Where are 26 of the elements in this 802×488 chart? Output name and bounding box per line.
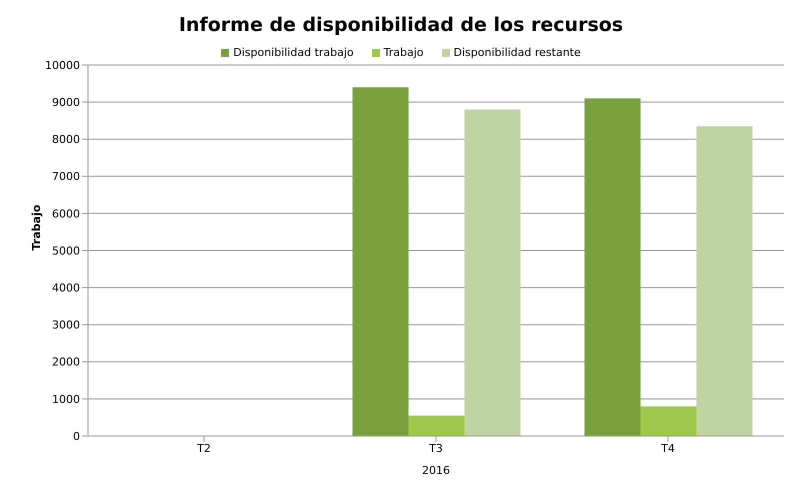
bar xyxy=(464,110,520,436)
x-axis-title: 2016 xyxy=(422,464,450,477)
y-tick-label: 6000 xyxy=(52,207,80,220)
bar xyxy=(352,87,408,436)
bar xyxy=(640,406,696,436)
x-tick-label: T4 xyxy=(660,442,675,455)
y-tick-label: 0 xyxy=(73,430,80,443)
x-tick-label: T3 xyxy=(428,442,443,455)
legend-label: Trabajo xyxy=(382,46,424,59)
legend-label: Disponibilidad restante xyxy=(452,46,581,59)
y-tick-label: 8000 xyxy=(52,133,80,146)
bar xyxy=(408,416,464,436)
y-tick-label: 5000 xyxy=(52,244,80,258)
y-tick-label: 10000 xyxy=(45,58,80,72)
y-tick-label: 4000 xyxy=(52,282,80,295)
bar xyxy=(696,126,752,436)
y-axis-title: Trabajo xyxy=(30,204,43,250)
chart-title: Informe de disponibilidad de los recursos xyxy=(178,13,624,38)
legend-label: Disponibilidad trabajo xyxy=(232,46,354,59)
y-tick-label: 7000 xyxy=(52,170,80,184)
y-tick-label: 2000 xyxy=(52,356,80,369)
y-tick-label: 9000 xyxy=(52,96,80,110)
y-tick-label: 3000 xyxy=(52,318,80,332)
x-tick-label: T2 xyxy=(196,442,211,455)
y-tick-label: 1000 xyxy=(52,392,80,406)
bar xyxy=(584,98,640,436)
